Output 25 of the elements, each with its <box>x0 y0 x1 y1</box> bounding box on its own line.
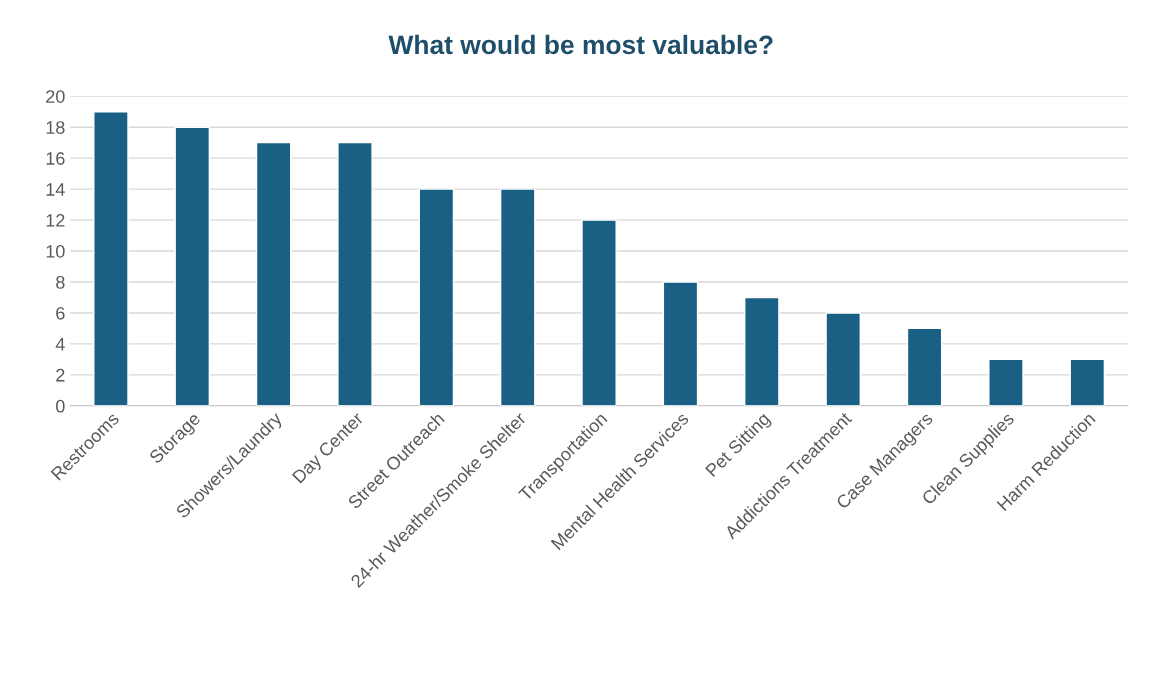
y-tick-label: 12 <box>46 214 65 227</box>
bar <box>662 281 699 406</box>
bar <box>93 111 129 406</box>
bar <box>825 312 861 406</box>
chart-title: What would be most valuable? <box>388 34 773 55</box>
bar <box>1069 358 1106 406</box>
y-tick-label: 14 <box>46 183 65 196</box>
y-tick-label: 8 <box>56 275 65 289</box>
bar <box>581 219 617 406</box>
bar <box>906 327 943 406</box>
y-tick-label: 4 <box>55 338 65 351</box>
y-tick-label: 16 <box>46 152 65 165</box>
y-tick-label: 18 <box>46 121 65 134</box>
y-tick-label: 0 <box>56 399 65 413</box>
bar <box>174 126 211 406</box>
bar <box>418 188 455 406</box>
y-tick-label: 10 <box>46 244 65 258</box>
bar <box>988 358 1024 406</box>
bar <box>337 141 373 406</box>
y-tick-label: 20 <box>46 90 65 103</box>
y-tick-label: 6 <box>56 306 65 320</box>
bar <box>255 141 292 406</box>
bar <box>499 188 536 406</box>
bar <box>744 296 780 406</box>
y-tick-label: 2 <box>56 368 65 382</box>
